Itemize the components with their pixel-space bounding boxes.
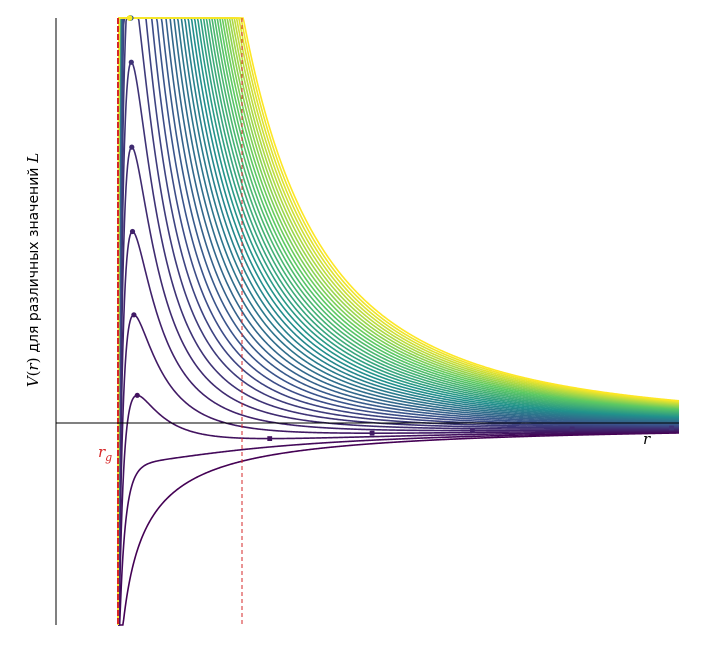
potential-curve-17 xyxy=(117,17,680,626)
y-label-open-paren: ( xyxy=(24,370,42,376)
potential-curve-18 xyxy=(117,17,680,626)
potential-curve-15 xyxy=(117,17,680,626)
minimum-point-6 xyxy=(569,426,575,432)
potential-curve-25 xyxy=(117,17,680,626)
rg-label-main: r xyxy=(98,443,106,461)
potential-curve-20 xyxy=(117,17,680,626)
x-axis-label: r xyxy=(643,430,651,448)
y-label-arg: r xyxy=(24,362,42,370)
potential-curve-26 xyxy=(117,17,680,626)
potential-curves xyxy=(117,17,680,626)
potential-curve-9 xyxy=(117,17,680,626)
potential-curve-8 xyxy=(117,17,679,626)
potential-curve-14 xyxy=(117,17,680,626)
potential-curve-6 xyxy=(117,146,679,626)
potential-curve-1 xyxy=(118,432,680,626)
y-label-param: L xyxy=(24,153,42,164)
minimum-point-3 xyxy=(267,436,273,441)
potential-curve-23 xyxy=(117,17,680,626)
potential-curve-12 xyxy=(117,17,680,626)
maximum-point-7 xyxy=(128,59,134,65)
rg-label-sub: g xyxy=(105,451,112,464)
minimum-point-5 xyxy=(470,428,475,433)
potential-curve-19 xyxy=(117,17,680,626)
potential-curve-10 xyxy=(117,17,680,626)
y-label-close-paren: ) xyxy=(24,353,42,364)
potential-curve-13 xyxy=(117,17,680,626)
maximum-point-4 xyxy=(131,312,137,318)
potential-curve-4 xyxy=(117,313,680,626)
potential-curve-16 xyxy=(117,17,680,626)
y-label-var: V xyxy=(24,374,42,387)
potential-curve-5 xyxy=(117,230,679,626)
y-label-text: для различных значений xyxy=(26,168,42,353)
y-axis-label: V(r) для различных значений L xyxy=(24,153,42,387)
maximum-point-6 xyxy=(129,144,135,150)
rg-label: rg xyxy=(98,443,112,464)
potential-curve-40 xyxy=(117,17,680,626)
maximum-point-3 xyxy=(134,392,140,398)
minimum-point-7 xyxy=(669,425,674,431)
potential-curve-24 xyxy=(117,17,680,626)
potential-curve-7 xyxy=(117,61,679,626)
extremum-markers xyxy=(126,15,674,441)
potential-curve-22 xyxy=(117,17,680,626)
potential-curve-2 xyxy=(118,431,680,626)
potential-curve-21 xyxy=(117,17,680,626)
maximum-point-5 xyxy=(129,228,136,235)
minimum-point-4 xyxy=(369,430,375,436)
maximum-point-40 xyxy=(126,15,133,21)
potential-curve-3 xyxy=(118,394,679,626)
